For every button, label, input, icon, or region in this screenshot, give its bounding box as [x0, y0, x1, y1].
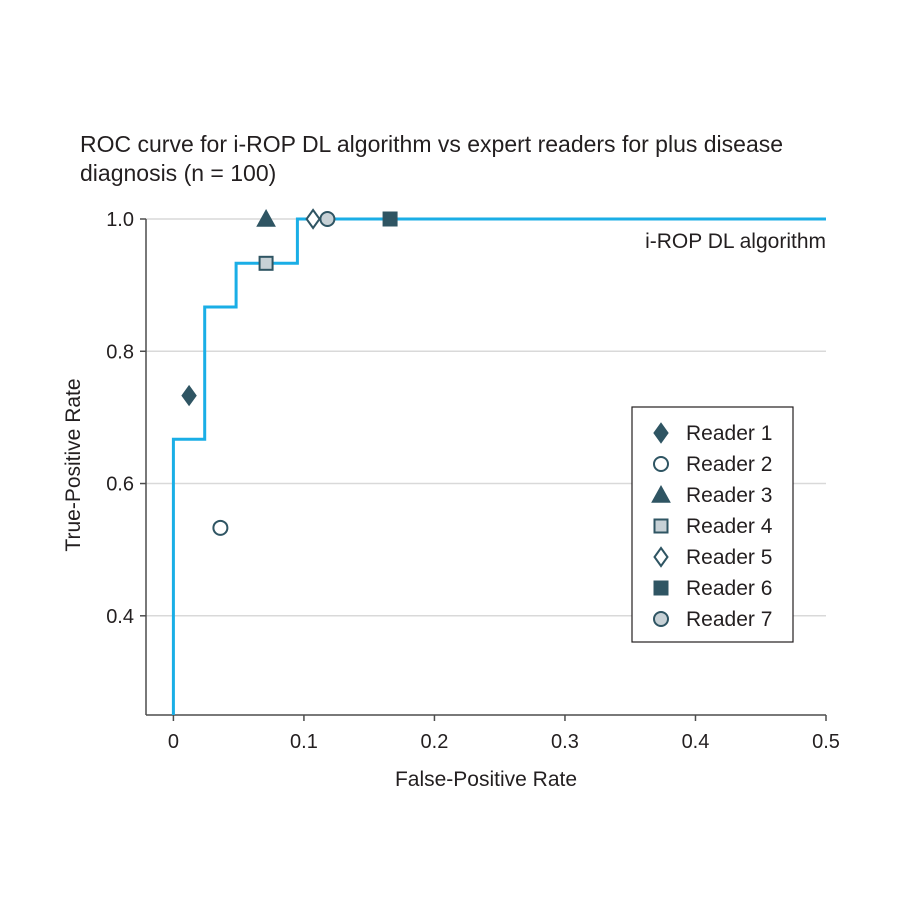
reader-4-marker [258, 255, 274, 271]
legend-marker-2 [653, 456, 669, 472]
reader-6-marker [382, 211, 398, 227]
x-tick-label-3: 0.3 [551, 731, 579, 753]
reader-1-marker [181, 384, 197, 407]
legend-label-2: Reader 2 [686, 453, 772, 476]
reader-2-marker [212, 519, 229, 536]
y-tick-label-1: 0.6 [106, 474, 134, 496]
legend-label-1: Reader 1 [686, 422, 772, 445]
legend-label-7: Reader 7 [686, 608, 772, 631]
legend: Reader 1 Reader 2 Reader 3 Reader 4 Reader 5… [631, 406, 794, 643]
legend-label-3: Reader 3 [686, 484, 772, 507]
legend-label-6: Reader 6 [686, 577, 772, 600]
x-tick-label-5: 0.5 [812, 731, 840, 753]
curve-label: i-ROP DL algorithm [645, 230, 826, 253]
x-tick-label-4: 0.4 [682, 731, 710, 753]
y-tick-label-0: 0.4 [106, 606, 134, 628]
axes: 0.4 0.6 0.8 1.0 0 0.1 0.2 0.3 0.4 0.5 [106, 209, 840, 753]
legend-marker-4 [653, 518, 669, 534]
x-tick-label-2: 0.2 [421, 731, 449, 753]
roc-curve-layer [171, 217, 826, 715]
chart-title: ROC curve for i-ROP DL algorithm vs expe… [80, 130, 840, 188]
legend-marker-5 [653, 546, 669, 568]
reader-markers [181, 208, 398, 536]
x-tick-label-1: 0.1 [290, 731, 318, 753]
legend-label-4: Reader 4 [686, 515, 773, 538]
reader-7-marker [319, 211, 336, 227]
legend-marker-6 [653, 580, 669, 596]
roc-curve-line [171, 217, 826, 715]
legend-marker-1 [653, 422, 669, 444]
x-axis-label: False-Positive Rate [395, 768, 577, 791]
legend-label-5: Reader 5 [686, 546, 772, 569]
y-tick-label-3: 1.0 [106, 209, 134, 231]
reader-3-marker [256, 208, 276, 227]
chart-title-line1: ROC curve for i-ROP DL algorithm vs expe… [80, 131, 784, 157]
chart-title-line2: diagnosis (n = 100) [80, 160, 277, 186]
legend-marker-3 [651, 484, 671, 503]
x-tick-label-0: 0 [168, 731, 179, 753]
y-tick-label-2: 0.8 [106, 341, 134, 363]
y-axis-label: True-Positive Rate [62, 378, 85, 551]
legend-marker-7 [653, 611, 669, 627]
reader-5-marker [305, 208, 321, 230]
